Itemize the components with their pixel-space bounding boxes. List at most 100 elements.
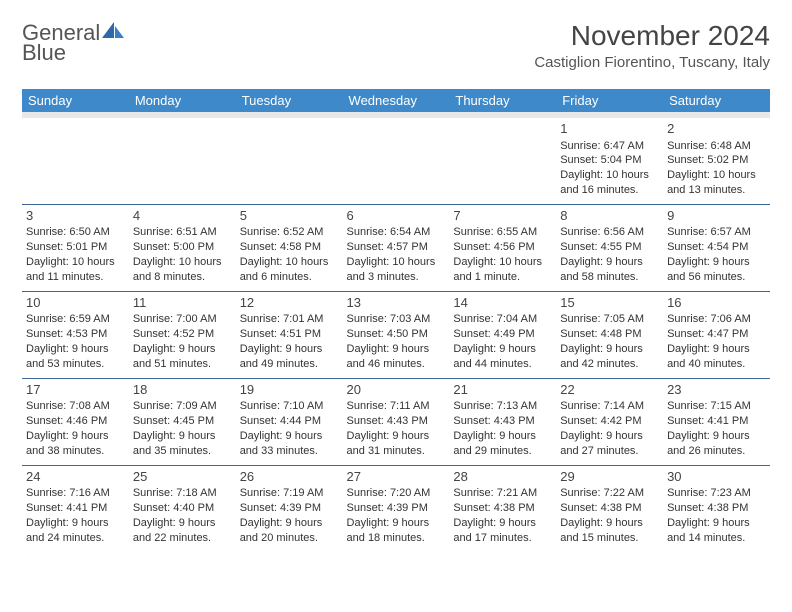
sunrise-text: Sunrise: 7:16 AM bbox=[26, 486, 125, 501]
daylight-text: and 31 minutes. bbox=[347, 444, 446, 459]
daylight-text: and 35 minutes. bbox=[133, 444, 232, 459]
daylight-text: Daylight: 9 hours bbox=[26, 342, 125, 357]
daylight-text: Daylight: 9 hours bbox=[453, 429, 552, 444]
daylight-text: and 1 minute. bbox=[453, 270, 552, 285]
sunrise-text: Sunrise: 7:06 AM bbox=[667, 312, 766, 327]
sunset-text: Sunset: 4:39 PM bbox=[240, 501, 339, 516]
sunrise-text: Sunrise: 6:57 AM bbox=[667, 225, 766, 240]
day-cell: 26Sunrise: 7:19 AMSunset: 4:39 PMDayligh… bbox=[236, 466, 343, 552]
daylight-text: and 27 minutes. bbox=[560, 444, 659, 459]
daylight-text: Daylight: 9 hours bbox=[26, 429, 125, 444]
day-cell: 17Sunrise: 7:08 AMSunset: 4:46 PMDayligh… bbox=[22, 379, 129, 465]
sunrise-text: Sunrise: 6:47 AM bbox=[560, 139, 659, 154]
sunrise-text: Sunrise: 7:04 AM bbox=[453, 312, 552, 327]
sunset-text: Sunset: 4:43 PM bbox=[347, 414, 446, 429]
sunset-text: Sunset: 4:50 PM bbox=[347, 327, 446, 342]
sunrise-text: Sunrise: 6:52 AM bbox=[240, 225, 339, 240]
location-subtitle: Castiglion Fiorentino, Tuscany, Italy bbox=[534, 54, 770, 71]
day-number: 18 bbox=[133, 381, 232, 399]
daylight-text: Daylight: 10 hours bbox=[133, 255, 232, 270]
sunrise-text: Sunrise: 7:09 AM bbox=[133, 399, 232, 414]
daylight-text: and 15 minutes. bbox=[560, 531, 659, 546]
day-number: 16 bbox=[667, 294, 766, 312]
sunset-text: Sunset: 4:47 PM bbox=[667, 327, 766, 342]
day-number: 23 bbox=[667, 381, 766, 399]
daylight-text: and 42 minutes. bbox=[560, 357, 659, 372]
day-number: 21 bbox=[453, 381, 552, 399]
day-number: 8 bbox=[560, 207, 659, 225]
day-header: Monday bbox=[129, 89, 236, 112]
daylight-text: Daylight: 9 hours bbox=[667, 255, 766, 270]
daylight-text: and 56 minutes. bbox=[667, 270, 766, 285]
day-number: 15 bbox=[560, 294, 659, 312]
day-number: 1 bbox=[560, 120, 659, 138]
sunset-text: Sunset: 4:39 PM bbox=[347, 501, 446, 516]
day-cell bbox=[449, 118, 556, 204]
daylight-text: Daylight: 9 hours bbox=[133, 429, 232, 444]
calendar-table: Sunday Monday Tuesday Wednesday Thursday… bbox=[22, 89, 770, 552]
day-header: Sunday bbox=[22, 89, 129, 112]
daylight-text: Daylight: 9 hours bbox=[347, 516, 446, 531]
month-title: November 2024 bbox=[534, 20, 770, 52]
week-row: 3Sunrise: 6:50 AMSunset: 5:01 PMDaylight… bbox=[22, 205, 770, 291]
page-header: General Blue November 2024 Castiglion Fi… bbox=[22, 20, 770, 71]
sunset-text: Sunset: 4:53 PM bbox=[26, 327, 125, 342]
day-number: 30 bbox=[667, 468, 766, 486]
day-cell: 19Sunrise: 7:10 AMSunset: 4:44 PMDayligh… bbox=[236, 379, 343, 465]
day-cell: 2Sunrise: 6:48 AMSunset: 5:02 PMDaylight… bbox=[663, 118, 770, 204]
daylight-text: and 3 minutes. bbox=[347, 270, 446, 285]
sunrise-text: Sunrise: 6:56 AM bbox=[560, 225, 659, 240]
daylight-text: Daylight: 9 hours bbox=[26, 516, 125, 531]
day-number: 5 bbox=[240, 207, 339, 225]
sunrise-text: Sunrise: 7:22 AM bbox=[560, 486, 659, 501]
sunrise-text: Sunrise: 7:18 AM bbox=[133, 486, 232, 501]
day-number: 20 bbox=[347, 381, 446, 399]
sunrise-text: Sunrise: 7:00 AM bbox=[133, 312, 232, 327]
sunset-text: Sunset: 4:51 PM bbox=[240, 327, 339, 342]
sunset-text: Sunset: 4:48 PM bbox=[560, 327, 659, 342]
day-header: Wednesday bbox=[343, 89, 450, 112]
daylight-text: and 14 minutes. bbox=[667, 531, 766, 546]
daylight-text: Daylight: 10 hours bbox=[560, 168, 659, 183]
day-header: Saturday bbox=[663, 89, 770, 112]
day-cell: 8Sunrise: 6:56 AMSunset: 4:55 PMDaylight… bbox=[556, 205, 663, 291]
sunrise-text: Sunrise: 6:50 AM bbox=[26, 225, 125, 240]
daylight-text: and 20 minutes. bbox=[240, 531, 339, 546]
week-row: 10Sunrise: 6:59 AMSunset: 4:53 PMDayligh… bbox=[22, 292, 770, 378]
daylight-text: and 6 minutes. bbox=[240, 270, 339, 285]
daylight-text: Daylight: 9 hours bbox=[453, 516, 552, 531]
day-cell: 10Sunrise: 6:59 AMSunset: 4:53 PMDayligh… bbox=[22, 292, 129, 378]
day-number: 22 bbox=[560, 381, 659, 399]
daylight-text: Daylight: 10 hours bbox=[240, 255, 339, 270]
day-cell: 20Sunrise: 7:11 AMSunset: 4:43 PMDayligh… bbox=[343, 379, 450, 465]
title-block: November 2024 Castiglion Fiorentino, Tus… bbox=[534, 20, 770, 71]
week-row: 17Sunrise: 7:08 AMSunset: 4:46 PMDayligh… bbox=[22, 379, 770, 465]
sunset-text: Sunset: 4:42 PM bbox=[560, 414, 659, 429]
day-cell: 25Sunrise: 7:18 AMSunset: 4:40 PMDayligh… bbox=[129, 466, 236, 552]
daylight-text: Daylight: 9 hours bbox=[347, 342, 446, 357]
daylight-text: and 53 minutes. bbox=[26, 357, 125, 372]
daylight-text: Daylight: 9 hours bbox=[667, 342, 766, 357]
sunrise-text: Sunrise: 7:23 AM bbox=[667, 486, 766, 501]
sunrise-text: Sunrise: 7:21 AM bbox=[453, 486, 552, 501]
sunset-text: Sunset: 5:01 PM bbox=[26, 240, 125, 255]
day-number: 26 bbox=[240, 468, 339, 486]
daylight-text: and 58 minutes. bbox=[560, 270, 659, 285]
daylight-text: Daylight: 9 hours bbox=[667, 516, 766, 531]
daylight-text: and 8 minutes. bbox=[133, 270, 232, 285]
day-cell bbox=[22, 118, 129, 204]
day-number: 12 bbox=[240, 294, 339, 312]
sunrise-text: Sunrise: 6:55 AM bbox=[453, 225, 552, 240]
daylight-text: Daylight: 9 hours bbox=[240, 516, 339, 531]
day-header: Friday bbox=[556, 89, 663, 112]
day-cell: 24Sunrise: 7:16 AMSunset: 4:41 PMDayligh… bbox=[22, 466, 129, 552]
daylight-text: and 38 minutes. bbox=[26, 444, 125, 459]
sunrise-text: Sunrise: 6:48 AM bbox=[667, 139, 766, 154]
day-cell: 5Sunrise: 6:52 AMSunset: 4:58 PMDaylight… bbox=[236, 205, 343, 291]
day-cell: 13Sunrise: 7:03 AMSunset: 4:50 PMDayligh… bbox=[343, 292, 450, 378]
daylight-text: Daylight: 9 hours bbox=[560, 255, 659, 270]
sail-icon bbox=[100, 20, 126, 40]
sunrise-text: Sunrise: 7:20 AM bbox=[347, 486, 446, 501]
day-number: 14 bbox=[453, 294, 552, 312]
daylight-text: and 46 minutes. bbox=[347, 357, 446, 372]
